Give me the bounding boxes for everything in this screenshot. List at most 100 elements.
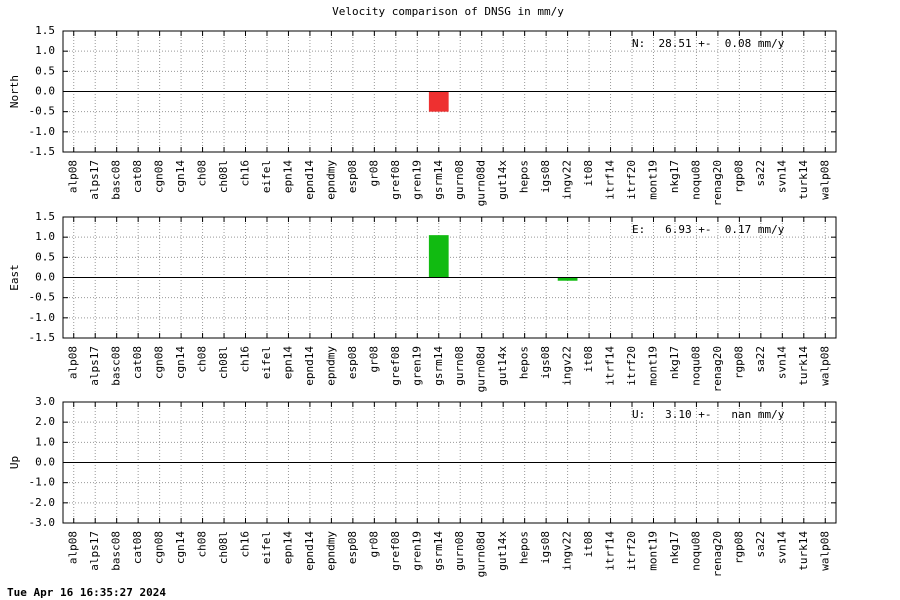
x-tick-label: gurn08 — [453, 160, 466, 200]
y-tick-label: 2.0 — [35, 415, 55, 428]
y-tick-label: 1.5 — [35, 210, 55, 223]
y-axis-label: East — [8, 264, 21, 291]
x-tick-label: rgp08 — [732, 531, 745, 564]
x-tick-label: nkg17 — [668, 346, 681, 379]
x-tick-label: ingv22 — [561, 531, 574, 571]
x-tick-label: ch08 — [196, 531, 209, 558]
x-tick-label: gren19 — [410, 531, 423, 571]
y-tick-label: -0.5 — [29, 291, 56, 304]
bar — [428, 91, 449, 112]
y-tick-label: -3.0 — [29, 516, 56, 529]
y-tick-label: 0.5 — [35, 250, 55, 263]
x-tick-label: cat08 — [131, 160, 144, 193]
y-tick-label: 3.0 — [35, 395, 55, 408]
plot-frame — [62, 30, 837, 153]
x-tick-label: noqu08 — [689, 346, 702, 386]
x-tick-label: basc08 — [110, 531, 123, 571]
x-tick-label: cgn14 — [174, 346, 187, 379]
x-tick-label: svn14 — [775, 346, 788, 379]
x-tick-label: itrf20 — [625, 160, 638, 200]
x-tick-label: igs08 — [539, 160, 552, 193]
x-tick-label: cgn14 — [174, 531, 187, 564]
x-tick-label: it08 — [582, 160, 595, 187]
x-tick-label: itrf20 — [625, 531, 638, 571]
y-tick-label: -1.0 — [29, 311, 56, 324]
x-tick-label: gref08 — [389, 346, 402, 386]
x-tick-label: walp08 — [818, 160, 831, 200]
x-tick-label: gut14x — [496, 160, 509, 200]
x-tick-label: igs08 — [539, 531, 552, 564]
x-tick-label: nkg17 — [668, 160, 681, 193]
x-tick-label: basc08 — [110, 160, 123, 200]
x-tick-label: sa22 — [754, 160, 767, 187]
y-tick-label: 0.0 — [35, 271, 55, 284]
x-tick-label: it08 — [582, 346, 595, 373]
x-tick-label: gr08 — [367, 160, 380, 187]
x-tick-label: esp08 — [346, 531, 359, 564]
x-tick-label: gut14x — [496, 531, 509, 571]
x-tick-label: epn14 — [281, 160, 294, 193]
x-tick-label: ingv22 — [561, 160, 574, 200]
y-tick-label: 1.0 — [35, 44, 55, 57]
x-tick-label: basc08 — [110, 346, 123, 386]
x-tick-label: cat08 — [131, 531, 144, 564]
x-tick-label: epn14 — [281, 531, 294, 564]
y-tick-label: -1.5 — [29, 145, 56, 158]
x-tick-label: cat08 — [131, 346, 144, 379]
x-tick-label: gsrm14 — [432, 160, 445, 200]
timestamp: Tue Apr 16 16:35:27 2024 — [7, 586, 166, 599]
x-tick-label: it08 — [582, 531, 595, 558]
x-tick-label: svn14 — [775, 531, 788, 564]
x-tick-label: gsrm14 — [432, 346, 445, 386]
x-tick-label: sa22 — [754, 531, 767, 558]
x-tick-label: ingv22 — [561, 346, 574, 386]
x-tick-label: ch08 — [196, 346, 209, 373]
x-tick-label: mont19 — [646, 531, 659, 571]
x-tick-label: gref08 — [389, 160, 402, 200]
x-tick-label: alp08 — [67, 160, 80, 193]
y-tick-label: 0.0 — [35, 456, 55, 469]
x-tick-label: noqu08 — [689, 160, 702, 200]
x-tick-label: ch08l — [217, 346, 230, 379]
x-tick-label: nkg17 — [668, 531, 681, 564]
bar — [428, 235, 449, 278]
x-tick-label: itrf14 — [604, 531, 617, 571]
y-tick-label: 1.5 — [35, 24, 55, 37]
x-tick-label: mont19 — [646, 346, 659, 386]
x-tick-label: mont19 — [646, 160, 659, 200]
x-tick-label: svn14 — [775, 160, 788, 193]
x-tick-label: epn14 — [281, 346, 294, 379]
y-tick-label: -0.5 — [29, 105, 56, 118]
x-tick-label: walp08 — [818, 346, 831, 386]
x-tick-label: gsrm14 — [432, 531, 445, 571]
x-tick-label: gurn08d — [475, 160, 488, 206]
plot-frame — [62, 401, 837, 524]
x-tick-label: turk14 — [797, 346, 810, 386]
x-tick-label: gurn08 — [453, 346, 466, 386]
x-tick-label: epnd14 — [303, 346, 316, 386]
x-tick-label: ch16 — [239, 346, 252, 373]
x-tick-label: itrf14 — [604, 346, 617, 386]
x-tick-label: eifel — [260, 160, 273, 193]
x-tick-label: ch08 — [196, 160, 209, 187]
x-tick-label: ch08l — [217, 531, 230, 564]
y-tick-label: -1.0 — [29, 125, 56, 138]
x-tick-label: rgp08 — [732, 160, 745, 193]
y-tick-label: 1.0 — [35, 230, 55, 243]
chart-title: Velocity comparison of DNSG in mm/y — [332, 5, 564, 18]
x-tick-label: alps17 — [88, 531, 101, 571]
x-tick-label: epndmy — [324, 531, 337, 571]
x-tick-label: epndmy — [324, 346, 337, 386]
x-tick-label: ch16 — [239, 531, 252, 558]
x-tick-label: alp08 — [67, 346, 80, 379]
x-tick-label: hepos — [518, 346, 531, 379]
x-tick-label: gref08 — [389, 531, 402, 571]
y-tick-label: 0.0 — [35, 85, 55, 98]
x-tick-label: itrf20 — [625, 346, 638, 386]
x-tick-label: cgn14 — [174, 160, 187, 193]
x-tick-label: eifel — [260, 346, 273, 379]
bar — [557, 277, 578, 281]
x-tick-label: gurn08 — [453, 531, 466, 571]
